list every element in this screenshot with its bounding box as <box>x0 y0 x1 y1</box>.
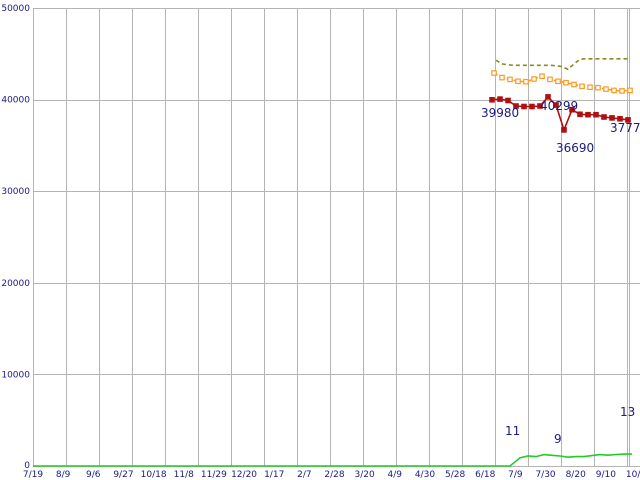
x-axis-tick-label: 11/29 <box>201 470 227 480</box>
data-point-marker <box>563 79 569 86</box>
data-point-marker <box>537 103 543 109</box>
data-point-marker <box>529 103 535 110</box>
red-label-37779: 37779 <box>610 121 640 135</box>
x-axis-tick-label: 8/20 <box>566 470 586 480</box>
data-point-marker <box>617 115 623 122</box>
x-axis-tick-label: 5/28 <box>445 470 465 480</box>
x-axis-tick-label: 11/8 <box>174 470 194 480</box>
y-axis-tick-label: 0 <box>24 461 30 471</box>
x-axis-tick-label: 2/7 <box>297 470 311 480</box>
series-line-olive-dashed-series <box>495 58 628 71</box>
data-point-marker <box>555 78 561 85</box>
x-axis-tick-label: 4/30 <box>415 470 435 480</box>
data-point-marker <box>531 76 537 82</box>
x-axis-tick-label: 10/18 <box>141 470 167 480</box>
grid-lines <box>33 8 640 467</box>
data-point-marker <box>601 114 607 120</box>
data-point-marker <box>491 70 497 76</box>
y-axis-tick-labels: 0 10000 20000 30000 40000 50000 <box>1 4 30 471</box>
data-point-marker <box>515 78 521 85</box>
x-axis-tick-label: 7/9 <box>508 470 523 480</box>
data-point-marker <box>611 87 617 94</box>
data-point-marker <box>603 86 609 92</box>
data-point-marker <box>513 103 519 109</box>
data-point-marker <box>587 84 593 91</box>
red-label-36690: 36690 <box>556 141 594 155</box>
y-axis-tick-label: 40000 <box>1 96 30 106</box>
y-axis-tick-label: 30000 <box>1 187 30 197</box>
x-axis-tick-label: 3/20 <box>355 470 375 480</box>
green-label-9: 9 <box>554 432 562 446</box>
data-series-layer <box>33 58 633 467</box>
data-point-marker <box>585 111 591 118</box>
y-axis-tick-label: 50000 <box>1 4 30 14</box>
data-point-marker <box>521 103 527 110</box>
data-point-marker <box>545 94 551 100</box>
data-point-marker <box>489 96 495 103</box>
y-axis-tick-label: 20000 <box>1 279 30 289</box>
data-point-marker <box>625 117 631 123</box>
data-point-marker <box>499 74 505 81</box>
x-axis-tick-label: 9/10 <box>596 470 616 480</box>
x-axis-tick-label: 6/18 <box>475 470 495 480</box>
data-point-marker <box>595 84 601 91</box>
x-axis-tick-label: 7/30 <box>535 470 555 480</box>
data-point-marker <box>593 111 599 118</box>
x-axis-tick-label: 8/9 <box>56 470 71 480</box>
x-axis-tick-label: 9/27 <box>113 470 133 480</box>
data-point-marker <box>577 111 583 118</box>
data-point-marker <box>619 88 625 94</box>
data-point-marker <box>609 115 615 121</box>
x-axis-tick-label: 4/9 <box>388 470 403 480</box>
x-axis-tick-label: 2/28 <box>324 470 344 480</box>
data-point-marker <box>523 78 529 85</box>
data-point-marker <box>539 73 545 80</box>
y-axis-tick-label: 10000 <box>1 370 30 380</box>
red-label-40299: 40299 <box>540 99 578 113</box>
data-point-marker <box>569 106 575 113</box>
data-point-marker <box>627 87 633 94</box>
x-axis-tick-label: 10/1 <box>626 470 640 480</box>
x-axis-tick-label: 12/20 <box>231 470 257 480</box>
series-line-green-series <box>33 453 632 467</box>
red-label-39980: 39980 <box>481 106 519 120</box>
data-point-marker <box>561 127 567 133</box>
green-label-13: 13 <box>620 405 635 419</box>
x-axis-tick-labels: 7/19 8/9 9/6 9/27 10/18 11/8 11/29 12/20 1/17 2/7… <box>23 470 640 480</box>
data-point-marker <box>497 96 503 102</box>
data-point-labels: 39980 40299 36690 37779 11 9 13 <box>481 99 640 446</box>
data-point-marker <box>579 83 585 90</box>
data-point-marker <box>553 102 559 108</box>
green-label-11: 11 <box>505 424 520 438</box>
data-point-marker <box>547 76 553 83</box>
x-axis-tick-label: 7/19 <box>23 470 43 480</box>
x-axis-tick-label: 1/17 <box>264 470 284 480</box>
data-point-marker <box>507 76 513 83</box>
data-point-marker <box>571 81 577 88</box>
x-axis-tick-label: 9/6 <box>86 470 101 480</box>
data-point-marker <box>505 97 511 104</box>
